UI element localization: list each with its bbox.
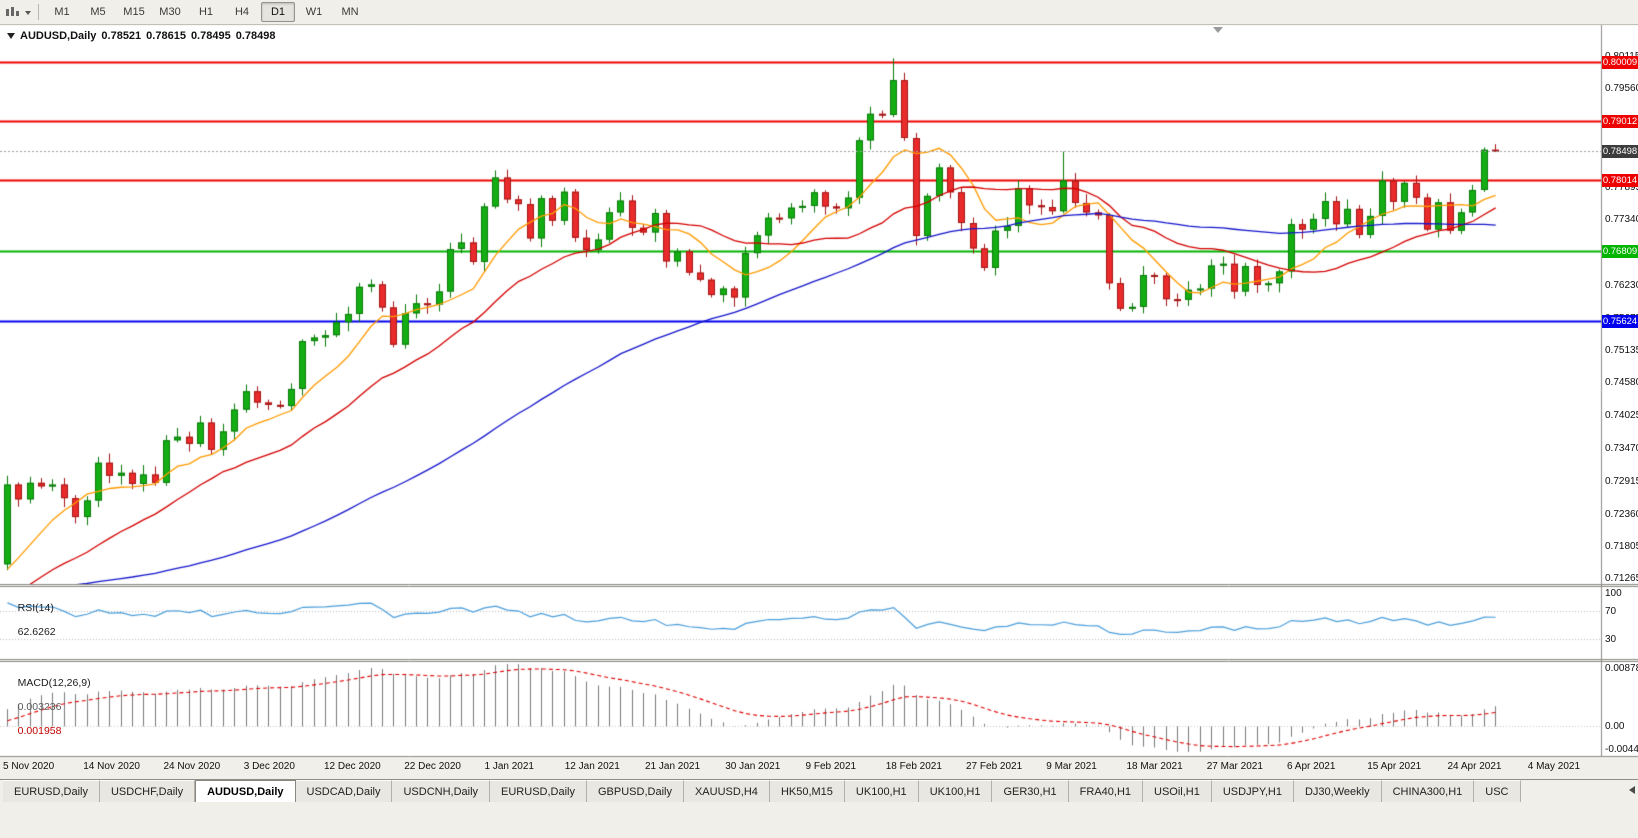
chart-mode-icon[interactable] [4, 4, 24, 20]
timeframe-button-m5[interactable]: M5 [90, 6, 106, 18]
chart-tab-ger30-h1[interactable]: GER30,H1 [992, 780, 1069, 802]
chart-tab-audusd-daily[interactable]: AUDUSD,Daily [195, 780, 296, 802]
timeframe-button-h4[interactable]: H4 [234, 6, 250, 18]
chart-tab-usdjpy-h1[interactable]: USDJPY,H1 [1211, 780, 1294, 802]
chart-tab-uk100-h1[interactable]: UK100,H1 [844, 780, 919, 802]
chart-mode-dropdown-icon[interactable] [25, 10, 31, 15]
chart-tab-china300-h1[interactable]: CHINA300,H1 [1381, 780, 1475, 802]
chart-tab-fra40-h1[interactable]: FRA40,H1 [1068, 780, 1144, 802]
timeframe-button-m1[interactable]: M1 [54, 6, 70, 18]
chart-tab-usdcad-daily[interactable]: USDCAD,Daily [295, 780, 393, 802]
chart-tab-hk50-m15[interactable]: HK50,M15 [769, 780, 845, 802]
timeframe-toolbar: M1 M5 M15 M30 H1 H4 D1 W1 MN [0, 0, 1638, 25]
timeframe-buttons: M1 M5 M15 M30 H1 H4 D1 W1 MN [44, 2, 368, 22]
chart-tab-usdchf-daily[interactable]: USDCHF,Daily [99, 780, 196, 802]
chart-tab-usdcnh-daily[interactable]: USDCNH,Daily [392, 780, 491, 802]
timeframe-button-m15[interactable]: M15 [123, 6, 145, 18]
chart-tab-gbpusd-daily[interactable]: GBPUSD,Daily [587, 780, 684, 802]
chart-tab-xauusd-h4[interactable]: XAUUSD,H4 [683, 780, 770, 802]
timeframe-button-m30[interactable]: M30 [159, 6, 181, 18]
chart-tab-bar: EURUSD,Daily USDCHF,Daily AUDUSD,Daily USDC… [0, 779, 1638, 802]
chart-tab-usoil-h1[interactable]: USOil,H1 [1143, 780, 1212, 802]
chart-tab-uk100-h1[interactable]: UK100,H1 [918, 780, 993, 802]
timeframe-button-mn[interactable]: MN [341, 6, 359, 18]
chart-tab-eurusd-daily[interactable]: EURUSD,Daily [3, 780, 100, 802]
toolbar-separator [38, 4, 39, 20]
chart-tab-usc[interactable]: USC [1474, 780, 1521, 802]
timeframe-button-h1[interactable]: H1 [198, 6, 214, 18]
timeframe-button-w1[interactable]: W1 [305, 6, 323, 18]
chart-tab-eurusd-daily[interactable]: EURUSD,Daily [490, 780, 587, 802]
timeframe-button-d1[interactable]: D1 [261, 2, 295, 22]
tab-scroll-left-icon[interactable] [1629, 786, 1635, 794]
chart-tab-dj30-weekly[interactable]: DJ30,Weekly [1293, 780, 1382, 802]
